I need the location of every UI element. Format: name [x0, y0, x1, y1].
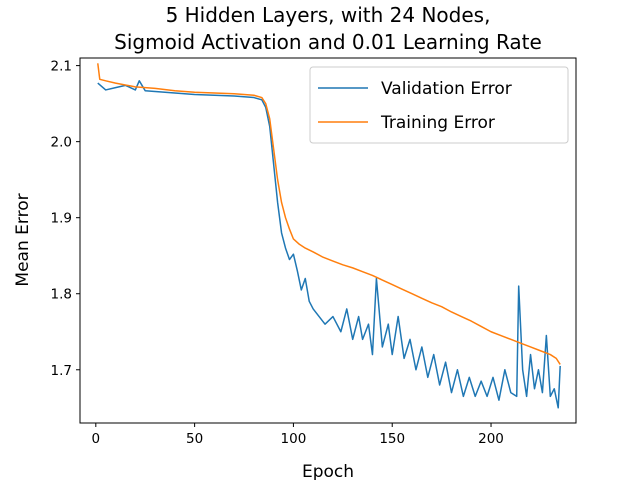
- chart-title-line-2: Sigmoid Activation and 0.01 Learning Rat…: [114, 30, 542, 54]
- y-tick-label: 2.1: [51, 59, 72, 75]
- y-tick-label: 2.0: [51, 135, 72, 151]
- y-tick-label: 1.9: [51, 211, 72, 227]
- plot-lines: [97, 63, 561, 409]
- x-axis-label: Epoch: [302, 462, 354, 480]
- x-tick-label: 50: [186, 431, 203, 447]
- x-tick-label: 150: [379, 431, 405, 447]
- legend-box: [309, 66, 569, 144]
- y-tick-label: 1.7: [51, 363, 72, 379]
- x-tick-label: 0: [92, 431, 101, 447]
- x-tick-label: 200: [478, 431, 504, 447]
- chart-title-line-1: 5 Hidden Layers, with 24 Nodes,: [166, 3, 491, 27]
- y-tick-label: 1.8: [51, 287, 72, 303]
- plot-area-frame: [79, 57, 577, 424]
- y-axis-ticks: 1.7 1.8 1.9 2.0 2.1: [51, 59, 80, 379]
- y-axis-label: Mean Error: [13, 193, 33, 286]
- series-line-validation-error: [97, 80, 561, 409]
- x-tick-label: 100: [281, 431, 307, 447]
- legend-label-validation-error: Validation Error: [381, 79, 512, 99]
- legend-label-training-error: Training Error: [380, 113, 495, 133]
- x-axis-ticks: 0 50 100 150 200: [92, 423, 504, 447]
- series-line-training-error: [97, 63, 561, 365]
- legend: Validation Error Training Error: [309, 66, 569, 144]
